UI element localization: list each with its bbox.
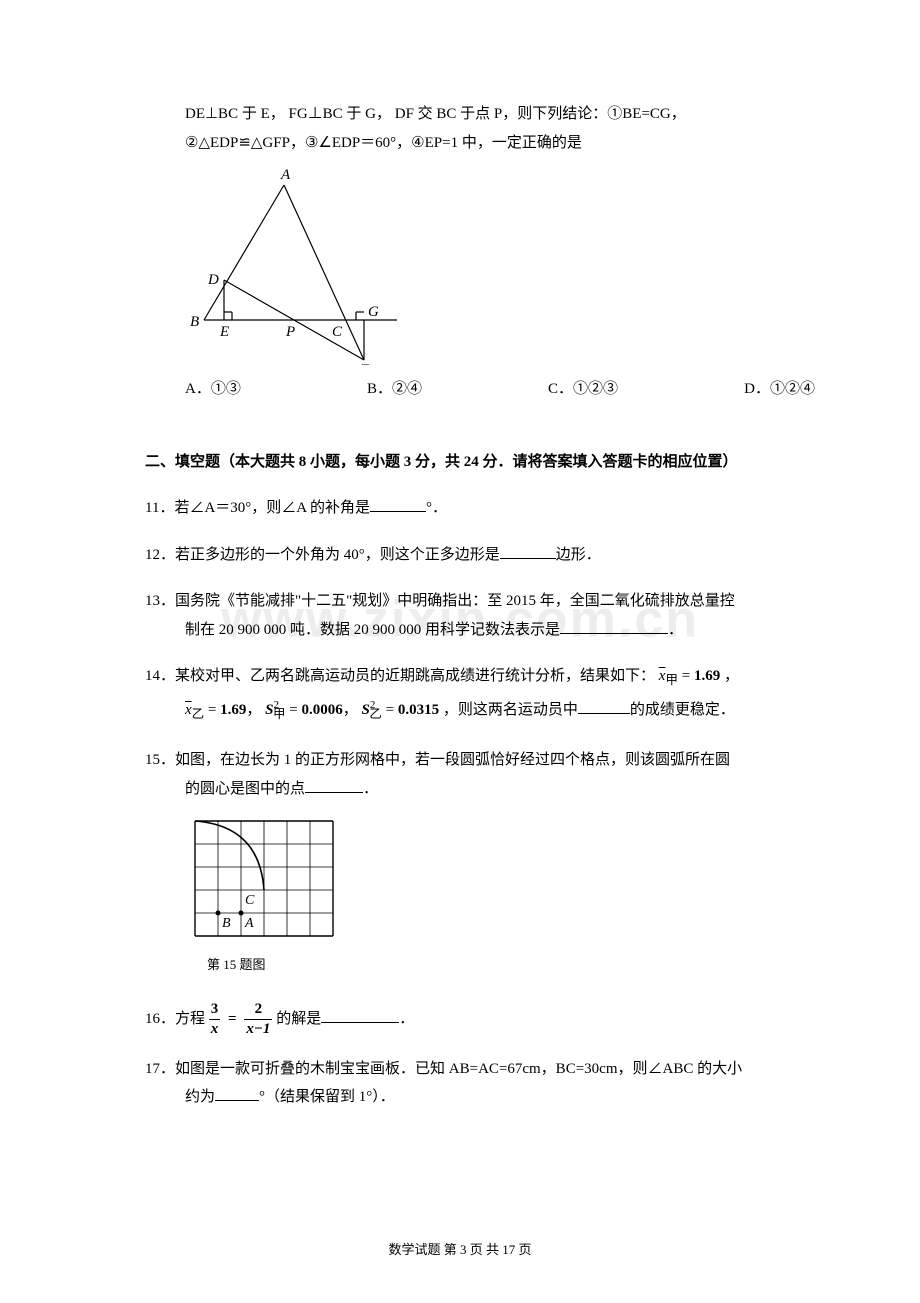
q14-after: ，则这两名运动员中 [443, 702, 578, 718]
q13-l2-post: ． [668, 622, 683, 638]
q14-syi: S2乙 = 0.0315 [362, 702, 440, 718]
q15-l2: 的圆心是图中的点 ． [145, 775, 775, 804]
q13-blank [560, 618, 668, 634]
svg-text:D: D [207, 272, 219, 288]
q16-mid: 的解是 [276, 1011, 321, 1027]
svg-text:P: P [285, 324, 295, 340]
q16-frac1-den: x [209, 1020, 221, 1037]
q14-c1: ， [246, 702, 261, 718]
q17-l2-post: °（结果保留到 1°）． [259, 1089, 395, 1105]
page: www.zixin.com.cn DE⊥BC 于 E， FG⊥BC 于 G， D… [0, 0, 920, 1303]
q14-mid1: ， [724, 668, 739, 684]
q10-ans-b: B．②④ [367, 375, 422, 404]
section2-heading: 二、填空题（本大题共 8 小题，每小题 3 分，共 24 分．请将答案填入答题卡… [145, 448, 775, 477]
q11: 11．若∠A＝30°，则∠A 的补角是 °． [145, 494, 775, 523]
page-footer: 数学试题 第 3 页 共 17 页 [0, 1238, 920, 1263]
q14-l2: x乙 = 1.69， S2甲 = 0.0006， S2乙 = 0.0315 ，则… [145, 693, 775, 729]
q11-num: 11． [145, 500, 174, 516]
q16-blank [321, 1007, 399, 1023]
q10-stem-line1: DE⊥BC 于 E， FG⊥BC 于 G， DF 交 BC 于点 P，则下列结论… [145, 100, 775, 129]
q14-sjia: S2甲 = 0.0006 [265, 702, 343, 718]
q14-l1-pre: 某校对甲、乙两名跳高运动员的近期跳高成绩进行统计分析，结果如下： [175, 668, 655, 684]
svg-text:A: A [280, 167, 291, 183]
q14: 14．某校对甲、乙两名跳高运动员的近期跳高成绩进行统计分析，结果如下： x甲 =… [145, 662, 775, 728]
q13-num: 13． [145, 593, 175, 609]
q16-frac1-num: 3 [209, 1002, 221, 1020]
q16-eq: = [224, 1011, 241, 1027]
q12-pre: 若正多边形的一个外角为 40°，则这个正多边形是 [175, 547, 500, 563]
q13-l2-pre: 制在 20 900 000 吨．数据 20 900 000 用科学记数法表示是 [185, 622, 560, 638]
svg-text:E: E [219, 324, 229, 340]
q17-l2-pre: 约为 [185, 1089, 215, 1105]
q15-blank [305, 777, 363, 793]
q17-blank [215, 1085, 259, 1101]
q12-post: 边形． [556, 547, 601, 563]
q10-ans-c: C．①②③ [548, 375, 618, 404]
q13-l1: 国务院《节能减排"十二五"规划》中明确指出：至 2015 年，全国二氧化硫排放总… [175, 593, 735, 609]
q13: 13．国务院《节能减排"十二五"规划》中明确指出：至 2015 年，全国二氧化硫… [145, 587, 775, 644]
q15-figure: BAC [185, 811, 345, 949]
q15: 15．如图，在边长为 1 的正方形网格中，若一段圆弧恰好经过四个格点，则该圆弧所… [145, 746, 775, 978]
svg-text:G: G [368, 304, 379, 320]
q15-num: 15． [145, 752, 175, 768]
q11-post: °． [426, 500, 447, 516]
q10-answers: A．①③ B．②④ C．①②③ D．①②④ [145, 375, 819, 404]
q10-ans-a: A．①③ [185, 375, 241, 404]
q16-frac2: 2 x−1 [244, 1002, 272, 1037]
q16-pre: 方程 [175, 1011, 209, 1027]
q17-l2: 约为 °（结果保留到 1°）． [145, 1083, 775, 1112]
q12-blank [500, 543, 556, 559]
q16: 16．方程 3 x = 2 x−1 的解是 ． [145, 1002, 775, 1037]
q10-ans-d: D．①②④ [744, 375, 815, 404]
q17-l1: 如图是一款可折叠的木制宝宝画板．已知 AB=AC=67cm，BC=30cm，则∠… [175, 1061, 742, 1077]
q11-pre: 若∠A＝30°，则∠A 的补角是 [174, 500, 370, 516]
q14-blank [578, 698, 630, 714]
svg-text:A: A [244, 916, 254, 931]
q14-post: 的成绩更稳定． [630, 702, 735, 718]
q16-frac1: 3 x [209, 1002, 221, 1037]
q15-caption: 第 15 题图 [145, 953, 775, 978]
svg-text:C: C [245, 893, 255, 908]
q14-xyi: x乙 = 1.69 [185, 702, 246, 718]
q17: 17．如图是一款可折叠的木制宝宝画板．已知 AB=AC=67cm，BC=30cm… [145, 1055, 775, 1112]
q13-l2: 制在 20 900 000 吨．数据 20 900 000 用科学记数法表示是 ． [145, 616, 775, 645]
q15-l2-post: ． [363, 781, 378, 797]
q10-stem-line2: ②△EDP≌△GFP，③∠EDP＝60°，④EP=1 中，一定正确的是 [145, 129, 775, 158]
q10-figure: A B C D E F G P [179, 165, 409, 365]
q14-num: 14． [145, 668, 175, 684]
svg-text:C: C [332, 324, 343, 340]
q15-l2-pre: 的圆心是图中的点 [185, 781, 305, 797]
q17-num: 17． [145, 1061, 175, 1077]
q16-num: 16． [145, 1011, 175, 1027]
q15-l1: 如图，在边长为 1 的正方形网格中，若一段圆弧恰好经过四个格点，则该圆弧所在圆 [175, 752, 730, 768]
q11-blank [370, 496, 426, 512]
q12: 12．若正多边形的一个外角为 40°，则这个正多边形是 边形． [145, 541, 775, 570]
q12-num: 12． [145, 547, 175, 563]
q14-c2: ， [343, 702, 358, 718]
q16-frac2-num: 2 [244, 1002, 272, 1020]
q16-post: ． [399, 1011, 414, 1027]
svg-text:B: B [222, 916, 231, 931]
q16-frac2-den: x−1 [244, 1020, 272, 1037]
svg-text:F: F [359, 362, 370, 365]
q14-xjia: x甲 = 1.69 [659, 668, 720, 684]
svg-text:B: B [190, 314, 199, 330]
